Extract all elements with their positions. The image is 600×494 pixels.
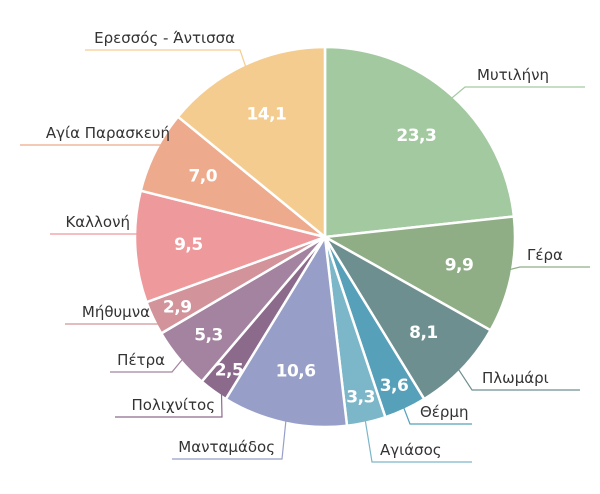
data-label: 14,1 [246, 104, 286, 124]
pie-slice [321, 233, 493, 401]
leader-line [451, 359, 580, 391]
data-label: 3,6 [380, 376, 409, 396]
data-label: 23,3 [396, 126, 436, 146]
leader-line [362, 409, 472, 463]
data-label: 2,9 [163, 298, 192, 318]
category-label: Γέρα [527, 246, 563, 264]
leader-line [110, 350, 191, 373]
leader-line [399, 396, 472, 425]
leader-line [442, 86, 585, 106]
data-label: 8,1 [409, 323, 438, 343]
pie-slice [320, 215, 517, 332]
leader-line [85, 49, 250, 78]
category-label: Καλλονή [65, 213, 130, 231]
category-label: Θέρμη [420, 403, 469, 421]
data-label: 7,0 [188, 167, 217, 187]
leader-lines [20, 49, 590, 463]
data-label: 10,6 [276, 362, 316, 382]
data-label: 9,9 [445, 256, 474, 276]
pie-slice [224, 233, 349, 429]
pie-slice [133, 189, 330, 304]
category-label: Αγιάσος [380, 441, 442, 459]
category-label: Ερεσσός - Άντισσα [94, 29, 235, 47]
leader-line [20, 144, 180, 158]
leader-line [115, 380, 223, 418]
data-label: 9,5 [174, 235, 203, 255]
category-label: Μανταμάδος [178, 438, 275, 456]
category-label: Πέτρα [117, 351, 165, 369]
leader-line [65, 312, 166, 325]
category-label: Πολιχνίτος [131, 396, 215, 414]
category-label: Πλωμάρι [482, 369, 549, 387]
leader-line [172, 409, 288, 460]
pie-slice [323, 45, 516, 239]
category-label: Αγία Παρασκευή [46, 124, 170, 142]
leader-line [497, 266, 590, 274]
category-label: Μυτιλήνη [477, 66, 549, 84]
pie-slice [176, 45, 327, 240]
data-label: 2,5 [215, 360, 244, 380]
leader-line [50, 233, 149, 247]
data-label: 3,3 [346, 387, 375, 407]
data-label: 5,3 [194, 326, 223, 346]
category-label: Μήθυμνα [82, 303, 150, 321]
